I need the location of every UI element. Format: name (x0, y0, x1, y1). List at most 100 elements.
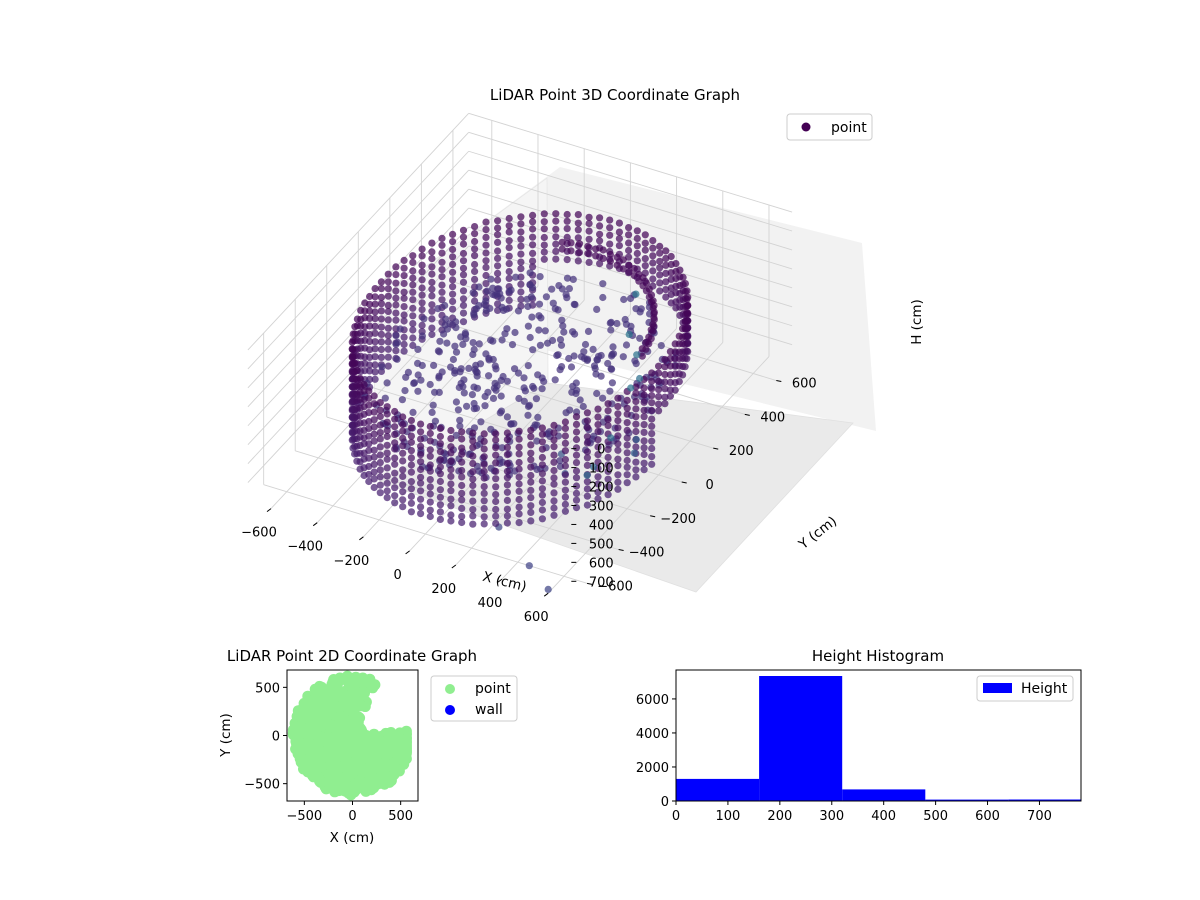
lidar-point (469, 468, 477, 476)
y-tick-label: 200 (729, 444, 754, 459)
lidar-point (623, 434, 631, 442)
lidar-point (647, 326, 655, 334)
lidar-point (505, 252, 513, 260)
lidar-point (591, 364, 599, 373)
lidar-point (604, 453, 612, 461)
lidar-point (407, 485, 415, 493)
lidar-point (525, 562, 533, 570)
lidar-point (642, 279, 651, 287)
lidar-point (438, 266, 446, 274)
lidar-point (459, 271, 468, 279)
lidar-point (622, 341, 631, 349)
lidar-point (459, 257, 468, 265)
lidar-point (485, 354, 493, 362)
lidar-point (436, 508, 444, 516)
lidar-point (482, 263, 490, 271)
lidar-point (557, 341, 566, 349)
y-tick (650, 515, 656, 518)
lidar-point (640, 466, 648, 474)
lidar-point (447, 517, 455, 525)
lidar-point (683, 309, 691, 317)
point-2d (386, 770, 398, 782)
lidar-point (515, 510, 523, 518)
lidar-point (647, 291, 656, 299)
point-2d (365, 759, 377, 771)
lidar-point (672, 260, 680, 268)
x-tick-label: 500 (923, 809, 948, 824)
lidar-point (562, 409, 570, 417)
lidar-point (572, 482, 581, 490)
lidar-point (517, 258, 525, 266)
lidar-point (648, 430, 656, 438)
point-2d (312, 699, 324, 711)
lidar-point (402, 373, 410, 381)
lidar-point (376, 466, 384, 474)
lidar-point (469, 443, 477, 451)
lidar-point (480, 467, 488, 475)
lidar-point (407, 478, 415, 486)
lidar-point (640, 391, 648, 399)
lidar-point (558, 245, 566, 253)
lidar-point (497, 294, 505, 302)
lidar-point (438, 288, 446, 296)
lidar-point (365, 440, 373, 448)
lidar-point (452, 431, 460, 439)
lidar-point (407, 432, 415, 440)
lidar-point (399, 503, 407, 511)
lidar-point (527, 441, 535, 449)
lidar-point (459, 278, 468, 286)
lidar-point (426, 506, 434, 514)
lidar-point (400, 264, 408, 272)
lidar-point (409, 334, 417, 342)
lidar-point (606, 216, 614, 224)
lidar-point (594, 427, 602, 436)
lidar-point (469, 452, 477, 460)
lidar-point (528, 284, 537, 292)
y-tick (744, 413, 750, 416)
lidar-point (661, 385, 669, 393)
lidar-point (353, 315, 361, 323)
lidar-point (604, 407, 612, 415)
lidar-point (633, 249, 641, 258)
lidar-point (572, 389, 580, 398)
lidar-point (583, 417, 592, 425)
lidar-point (428, 248, 436, 256)
lidar-point (410, 379, 418, 387)
lidar-point (638, 345, 646, 353)
x-tick (543, 592, 549, 597)
lidar-point (407, 492, 415, 500)
lidar-point (565, 285, 574, 293)
lidar-point (434, 347, 442, 355)
lidar-point (458, 518, 466, 527)
point-2d (309, 683, 321, 695)
lidar-point (487, 336, 495, 344)
lidar-point (675, 332, 683, 340)
lidar-point (650, 302, 658, 310)
point-2d (307, 770, 319, 782)
lidar-point (645, 285, 653, 293)
lidar-point (365, 424, 373, 433)
point-2d (344, 679, 356, 690)
lidar-point (458, 428, 466, 436)
plot2d-ylabel: Y (cm) (218, 713, 234, 758)
lidar-point (447, 502, 455, 510)
lidar-point (454, 406, 462, 414)
lidar-point (399, 420, 407, 429)
lidar-point (429, 401, 437, 409)
lidar-point (391, 469, 399, 477)
lidar-point (383, 432, 391, 441)
lidar-point (613, 261, 621, 269)
lidar-point (563, 225, 571, 233)
lidar-point (640, 444, 648, 452)
x-tick (497, 578, 503, 583)
lidar-point (538, 470, 547, 478)
lidar-point (384, 307, 392, 316)
lidar-point (449, 245, 457, 254)
lidar-point (515, 480, 523, 488)
lidar-point (571, 301, 579, 309)
lidar-point (376, 489, 384, 497)
lidar-point (365, 446, 373, 454)
grid-line (247, 131, 470, 370)
lidar-point (438, 234, 446, 242)
lidar-point (447, 466, 455, 474)
